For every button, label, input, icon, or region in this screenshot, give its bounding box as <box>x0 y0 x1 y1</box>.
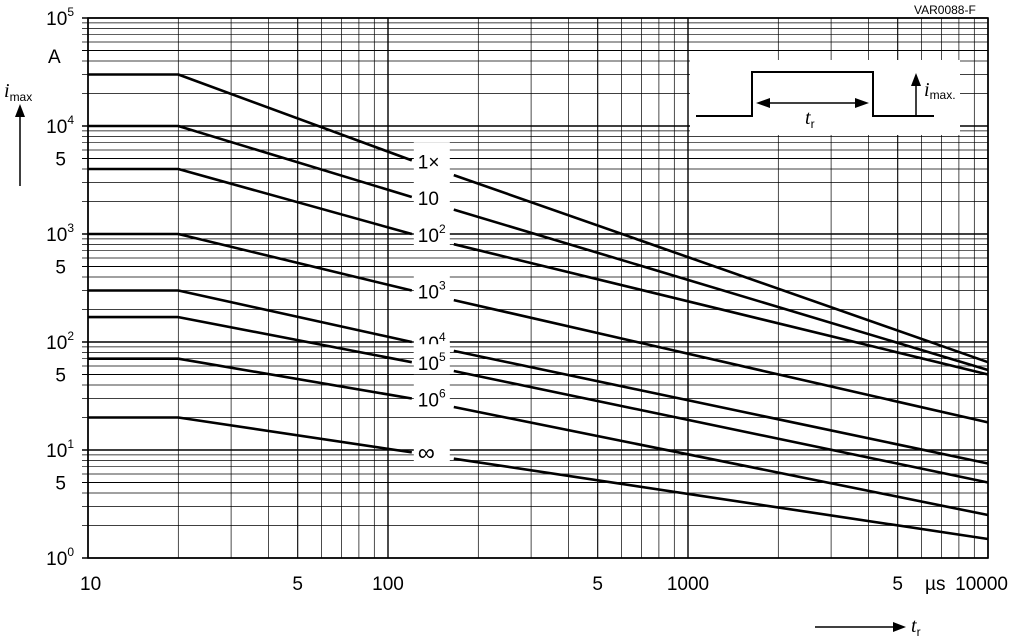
x-tick-label: 10000 <box>955 574 1008 595</box>
plot-frame <box>87 17 989 559</box>
curve-series-1 <box>88 73 989 364</box>
curve-label-background <box>413 142 450 173</box>
curve-label: 103 <box>418 279 446 304</box>
amplitude-label: imax. <box>924 79 956 102</box>
x-axis-arrowhead <box>893 622 906 632</box>
x-axis-subscript: r <box>917 625 921 639</box>
x-axis-symbol: t <box>911 615 917 637</box>
curve-label: 106 <box>418 387 446 412</box>
x-tick-label: 100 <box>372 574 404 595</box>
curve-label-background <box>413 380 450 411</box>
derating-curves: 1×10102103104105106∞ <box>88 73 989 541</box>
pulse-width-subscript: r <box>811 117 815 131</box>
y-tick-label: 5 <box>55 150 66 171</box>
amplitude-subscript: max. <box>930 88 956 102</box>
curve-label-background <box>413 216 450 246</box>
pulse-waveform <box>696 71 934 117</box>
x-tick-label: 1000 <box>667 574 709 595</box>
y-tick-label: 100 <box>46 545 74 570</box>
curve-series-4 <box>88 232 989 424</box>
y-tick-label: 101 <box>46 437 74 462</box>
y-axis-arrowhead <box>15 104 25 117</box>
figure-code: VAR0088-F <box>914 3 976 17</box>
y-tick-label: 103 <box>46 221 74 246</box>
curve-label: ∞ <box>418 439 435 466</box>
curve-series-7 <box>88 357 989 517</box>
y-tick-labels: 100 5 101 5 102 5 103 5 104 105 <box>46 5 74 570</box>
pulse-width-label: tr <box>805 107 815 131</box>
y-axis-symbol: i <box>4 80 10 102</box>
curve-label-background <box>413 344 450 375</box>
pulse-width-arrowhead-left <box>756 98 770 108</box>
x-tick-label: 5 <box>292 574 303 595</box>
y-tick-label: 102 <box>46 329 74 354</box>
curve-label-background <box>413 272 450 303</box>
y-tick-label: 5 <box>55 474 66 495</box>
curve-label: 10 <box>418 189 439 210</box>
curve-label-background <box>413 179 450 209</box>
y-axis-subscript: max <box>10 90 33 104</box>
x-tick-label: 10 <box>80 574 101 595</box>
pulse-width-symbol: t <box>805 107 811 129</box>
y-tick-label: 5 <box>55 258 66 279</box>
x-tick-labels: 10 5 100 5 1000 5 10000 <box>80 574 1008 595</box>
pulse-inset: tr imax. <box>690 60 960 135</box>
curve-series-3 <box>88 167 989 376</box>
x-tick-label: 5 <box>892 574 903 595</box>
x-tick-label: 5 <box>592 574 603 595</box>
y-unit-label: A <box>48 47 61 68</box>
y-tick-label: 104 <box>46 113 74 138</box>
amplitude-arrowhead <box>911 73 921 86</box>
pulse-width-arrowhead-right <box>855 98 869 108</box>
y-tick-label: 5 <box>55 366 66 387</box>
amplitude-symbol: i <box>924 79 930 101</box>
curve-label: 102 <box>418 222 446 247</box>
curve-series-6 <box>88 315 989 484</box>
curve-label: 1× <box>418 152 440 173</box>
x-unit-label: µs <box>925 574 945 595</box>
curve-label: 105 <box>418 350 446 375</box>
x-axis-label: tr <box>911 615 921 639</box>
curve-series-5 <box>88 289 989 465</box>
y-axis-label: imax <box>4 80 32 104</box>
curve-series-8 <box>88 416 989 541</box>
y-tick-label: 105 <box>46 5 74 30</box>
curve-series-2 <box>88 124 989 372</box>
curve-label-background <box>413 434 450 465</box>
